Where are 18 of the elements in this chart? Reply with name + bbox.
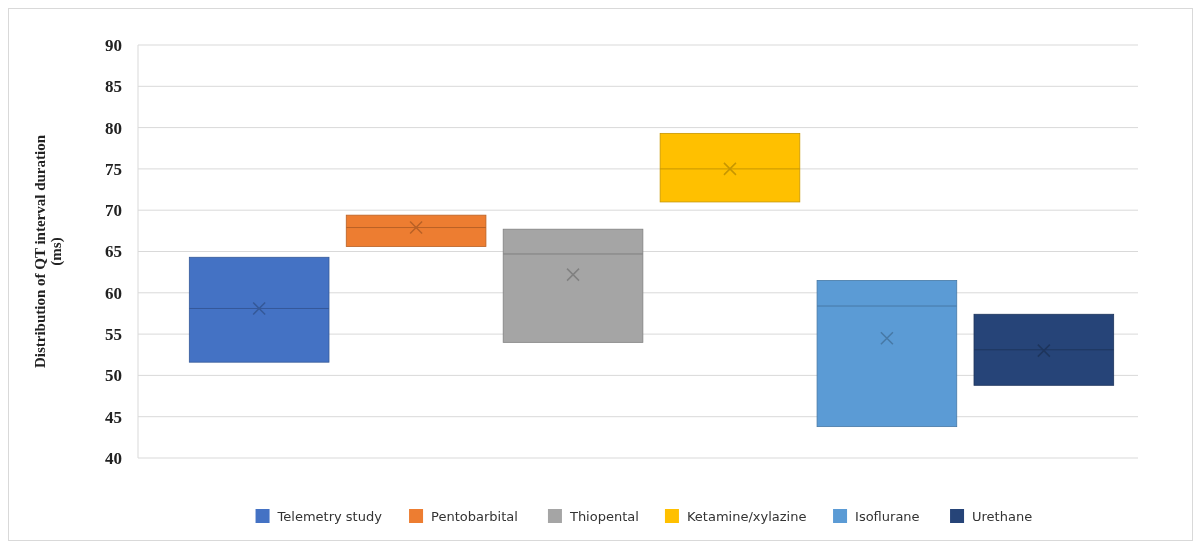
y-tick-label: 45 <box>105 407 122 427</box>
legend-label: Pentobarbital <box>431 508 518 524</box>
y-tick-label: 90 <box>105 35 122 55</box>
legend-label: Isoflurane <box>855 508 920 524</box>
y-tick-label: 50 <box>105 366 122 386</box>
y-tick-label: 80 <box>105 118 122 138</box>
y-tick-label: 75 <box>105 159 122 179</box>
legend-label: Telemetry study <box>276 508 383 524</box>
y-tick-label: 70 <box>105 201 122 221</box>
y-tick-label: 55 <box>105 325 122 345</box>
legend-label: Ketamine/xylazine <box>686 508 807 524</box>
y-tick-label: 40 <box>105 448 122 468</box>
legend-label: Urethane <box>972 508 1033 524</box>
y-tick-label: 60 <box>105 283 122 303</box>
y-axis-title: Distribution of QT interval duration (ms) <box>32 134 65 369</box>
y-tick-label: 85 <box>105 77 122 97</box>
y-tick-label: 65 <box>105 242 122 262</box>
legend-label: Thiopental <box>568 508 639 524</box>
